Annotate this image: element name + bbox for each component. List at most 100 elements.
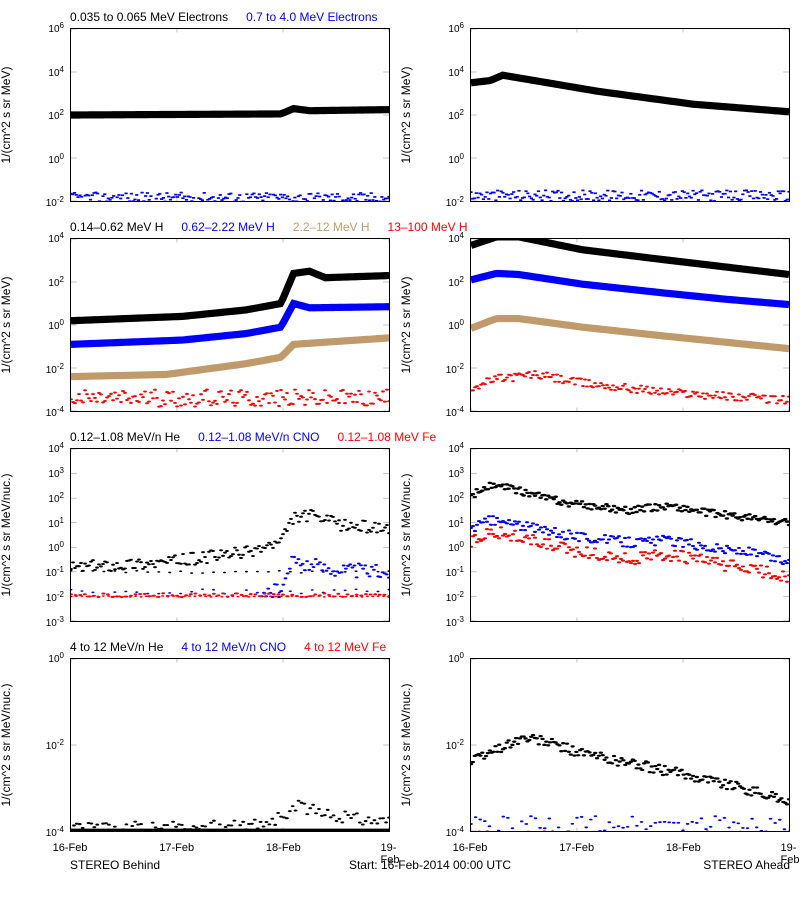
series-H13 (71, 389, 389, 408)
panel-row: 1/(cm^2 s sr MeV/nuc.) 10-3 10-2 10-1 100 101… (0, 440, 800, 630)
ytick: 102 (428, 274, 464, 288)
series-Fe (71, 592, 389, 598)
ytick: 10-2 (428, 361, 464, 375)
ytick: 100 (428, 540, 464, 554)
plot-svg (471, 449, 789, 621)
series-He (71, 800, 389, 831)
yticks: 10-310-210-1100101102103104 (28, 448, 66, 622)
series-CNO_low (71, 588, 389, 594)
ytick: 103 (428, 466, 464, 480)
footer-right: STEREO Ahead (703, 858, 790, 872)
series-He (471, 482, 789, 527)
panel-row: 1/(cm^2 s sr MeV/nuc.)10-410-21001/(cm^2… (0, 650, 800, 840)
plot-box (470, 448, 790, 622)
ylabel: 1/(cm^2 s sr MeV) (399, 235, 413, 415)
ytick: 10-2 (28, 195, 64, 209)
xtick: 17-Feb (159, 842, 194, 854)
ytick: 100 (428, 651, 464, 665)
yticks: 10-410-2100102104 (28, 238, 66, 412)
ytick: 10-1 (428, 565, 464, 579)
ytick: 100 (428, 318, 464, 332)
series-Fe (478, 830, 775, 831)
plot-box (70, 448, 390, 622)
ytick: 104 (28, 441, 64, 455)
series-e035 (71, 109, 389, 115)
series-He (71, 509, 389, 572)
ytick: 10-2 (428, 590, 464, 604)
yticks: 10-410-2100102104 (428, 238, 466, 412)
footer-center: Start: 16-Feb-2014 00:00 UTC (349, 858, 511, 872)
series-H014 (71, 271, 389, 320)
panel-ahead: 1/(cm^2 s sr MeV) 10-4 10-2 100 102 104 (400, 230, 800, 420)
xtick: 18-Feb (266, 842, 301, 854)
plot-svg (71, 29, 389, 201)
panel-ahead: 1/(cm^2 s sr MeV)10-2100102104106 (400, 20, 800, 210)
yticks: 10-410-2100 (28, 658, 66, 832)
panel-ahead: 1/(cm^2 s sr MeV/nuc.)10-310-210-1100101… (400, 440, 800, 630)
xticks-behind: 16-Feb17-Feb18-Feb19-Feb (0, 842, 400, 860)
ytick: 10-2 (28, 361, 64, 375)
plot-box (70, 238, 390, 412)
ylabel: 1/(cm^2 s sr MeV) (0, 235, 13, 415)
plot-svg (471, 659, 789, 831)
ytick: 101 (428, 515, 464, 529)
panel-row: 1/(cm^2 s sr MeV)10-410-21001021041/(cm^… (0, 230, 800, 420)
ytick: 104 (28, 231, 64, 245)
ytick: 10-4 (28, 825, 64, 839)
yticks: 10-2100102104106 (428, 28, 466, 202)
ytick: 102 (428, 108, 464, 122)
ytick: 100 (28, 651, 64, 665)
ytick: 104 (428, 441, 464, 455)
ytick: 10-4 (28, 405, 64, 419)
yticks: 10-410-2100 (428, 658, 466, 832)
ytick: 10-3 (428, 615, 464, 629)
ytick: 100 (28, 318, 64, 332)
panel-behind: 1/(cm^2 s sr MeV) 10-4 10-2 100 102 104 (0, 230, 400, 420)
series-He (471, 734, 789, 806)
ytick: 102 (28, 491, 64, 505)
series-e07 (471, 189, 789, 201)
series-CNO (471, 815, 789, 831)
panel-behind: 1/(cm^2 s sr MeV/nuc.)10-410-2100 (0, 650, 400, 840)
series-H014 (471, 239, 789, 274)
ytick: 10-2 (428, 738, 464, 752)
panel-row: 1/(cm^2 s sr MeV)10-21001021041061/(cm^2… (0, 20, 800, 210)
series-H062 (471, 273, 789, 304)
ytick: 10-4 (428, 405, 464, 419)
ylabel: 1/(cm^2 s sr MeV/nuc.) (399, 655, 413, 835)
ylabel: 1/(cm^2 s sr MeV) (399, 25, 413, 205)
ytick: 10-3 (28, 615, 64, 629)
xtick: 17-Feb (559, 842, 594, 854)
yticks: 10-2100102104106 (28, 28, 66, 202)
footer-left: STEREO Behind (70, 858, 160, 872)
yticks: 10-310-210-1100101102103104 (428, 448, 466, 622)
panel-behind: 1/(cm^2 s sr MeV) 10-2100102104106 (0, 20, 400, 210)
plot-box (70, 28, 390, 202)
plot-svg (71, 449, 389, 621)
ytick: 102 (28, 108, 64, 122)
ytick: 10-2 (428, 195, 464, 209)
ytick: 102 (428, 491, 464, 505)
xtick: 16-Feb (453, 842, 488, 854)
series-e07 (71, 192, 389, 201)
ytick: 101 (28, 515, 64, 529)
ytick: 100 (28, 540, 64, 554)
ytick: 100 (428, 151, 464, 165)
ytick: 106 (28, 21, 64, 35)
ytick: 10-2 (28, 590, 64, 604)
ytick: 10-2 (28, 738, 64, 752)
ylabel: 1/(cm^2 s sr MeV) (0, 25, 13, 205)
xtick: 16-Feb (53, 842, 88, 854)
plot-svg (471, 239, 789, 411)
ytick: 102 (28, 274, 64, 288)
ylabel: 1/(cm^2 s sr MeV/nuc.) (0, 655, 13, 835)
panel-behind: 1/(cm^2 s sr MeV/nuc.) 10-3 10-2 10-1 100 101… (0, 440, 400, 630)
series-H13 (471, 370, 789, 404)
ytick: 104 (428, 231, 464, 245)
plot-svg (71, 659, 389, 831)
ylabel: 1/(cm^2 s sr MeV/nuc.) (0, 445, 13, 625)
ytick: 10-1 (28, 565, 64, 579)
ytick: 103 (28, 466, 64, 480)
xtick: 18-Feb (666, 842, 701, 854)
plot-svg (471, 29, 789, 201)
